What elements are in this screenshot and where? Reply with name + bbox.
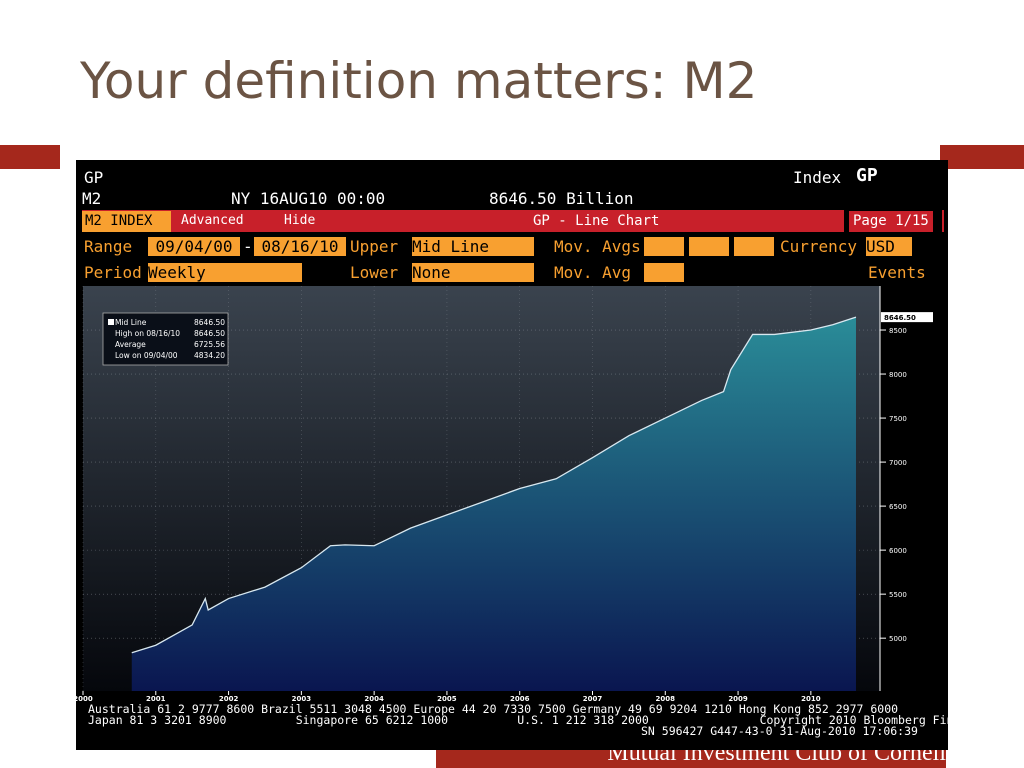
label[interactable]: Events (868, 263, 926, 282)
field[interactable]: USD (866, 237, 912, 256)
y-tick-label: 5500 (889, 591, 907, 599)
label: Upper (350, 237, 399, 256)
field[interactable]: Mid Line (412, 237, 534, 256)
x-tick-label: 2006 (510, 695, 530, 703)
x-tick-label: 2005 (437, 695, 457, 703)
line (131, 316, 857, 654)
security: M2 (82, 189, 102, 208)
field[interactable]: Weekly (148, 263, 302, 282)
label: Currency (780, 237, 858, 256)
footer-line: Japan 81 3 3201 8900 Singapore 65 6212 1… (88, 713, 1016, 727)
legend-label: Mid Line (115, 318, 147, 327)
x-tick-label: 2008 (656, 695, 676, 703)
y-tick-label: 7500 (889, 415, 907, 423)
field[interactable]: 08/16/10 (254, 237, 346, 256)
last-label: 8646.50 (884, 314, 916, 322)
x-tick-label: 2004 (364, 695, 384, 703)
chart-title: GP - Line Chart (533, 213, 660, 229)
legend-box (102, 312, 229, 366)
x-tick-label: 2000 (73, 695, 93, 703)
red-bar (940, 145, 1024, 169)
ticker: GP (84, 168, 104, 187)
sep: - (243, 237, 253, 256)
field[interactable]: 09/04/00 (148, 237, 240, 256)
label: Period (84, 263, 142, 282)
label: Mov. Avgs (554, 237, 641, 256)
field[interactable]: None (412, 263, 534, 282)
y-tick-label: 5000 (889, 635, 907, 643)
legend-label: Low on 09/04/00 (115, 351, 178, 360)
x-tick-label: 2010 (801, 695, 821, 703)
page[interactable]: Page 1/15 (849, 211, 933, 232)
index-label: Index (793, 168, 842, 187)
legend-value: 8646.50 (194, 329, 225, 338)
area (131, 317, 856, 691)
index-code: GP (856, 165, 878, 186)
legend-value: 8646.50 (194, 318, 225, 327)
slide-title: Your definition matters: M2 (80, 52, 758, 110)
red-bar (0, 145, 60, 169)
y-tick-label: 7000 (889, 459, 907, 467)
y-tick-label: 6500 (889, 503, 907, 511)
y-tick-label: 8000 (889, 371, 907, 379)
label: Mov. Avg (554, 263, 632, 282)
legend-value: 6725.56 (194, 340, 225, 349)
x-tick-label: 2001 (146, 695, 166, 703)
label: Range (84, 237, 133, 256)
tab-bar (82, 210, 944, 232)
x-tick-label: 2002 (219, 695, 239, 703)
x-tick-label: 2009 (728, 695, 748, 703)
legend-swatch (108, 319, 114, 325)
x-tick-label: 2007 (583, 695, 603, 703)
label: Lower (350, 263, 399, 282)
footer-line: Australia 61 2 9777 8600 Brazil 5511 304… (88, 702, 899, 716)
x-tick-label: 2003 (292, 695, 312, 703)
last-tag (881, 312, 933, 323)
last-price: 8646.50 Billion (489, 189, 634, 208)
tab[interactable]: M2 INDEX (82, 211, 171, 232)
legend-label: Average (115, 340, 146, 349)
timestamp: NY 16AUG10 00:00 (231, 189, 386, 208)
tab[interactable]: Advanced (181, 213, 244, 228)
legend-label: High on 08/16/10 (115, 329, 180, 338)
y-tick-label: 8500 (889, 327, 907, 335)
tab[interactable]: Hide (284, 213, 316, 228)
y-tick-label: 6000 (889, 547, 907, 555)
legend-value: 4834.20 (194, 351, 225, 360)
footer-line: SN 596427 G447-43-0 31-Aug-2010 17:06:39 (641, 724, 918, 738)
